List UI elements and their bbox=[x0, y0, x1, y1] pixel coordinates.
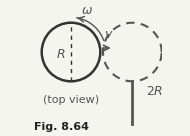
Text: (top view): (top view) bbox=[43, 95, 99, 105]
Text: Fig. 8.64: Fig. 8.64 bbox=[34, 122, 89, 132]
Text: $\omega$: $\omega$ bbox=[81, 4, 93, 17]
Text: $v$: $v$ bbox=[104, 28, 113, 41]
Text: $2R$: $2R$ bbox=[146, 86, 163, 98]
Text: $R$: $R$ bbox=[56, 48, 65, 61]
